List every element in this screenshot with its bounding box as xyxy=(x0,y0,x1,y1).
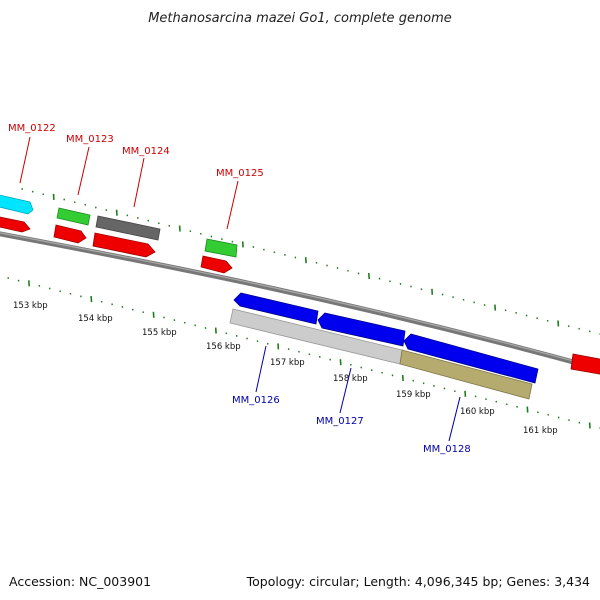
feature-olive[interactable] xyxy=(399,349,533,400)
tick-label: 158 kbp xyxy=(333,374,368,384)
genome-backbone xyxy=(0,231,600,372)
feature-red-cds[interactable] xyxy=(570,353,600,375)
gene-label-mm-0123[interactable]: MM_0123 xyxy=(66,134,114,145)
map-title: Methanosarcina mazei Go1, complete genom… xyxy=(148,11,452,26)
gene-label-mm-0122[interactable]: MM_0122 xyxy=(8,123,56,134)
gene-label-mm-0127[interactable]: MM_0127 xyxy=(316,416,364,427)
feature-blue-cds[interactable] xyxy=(317,312,406,347)
tick-label: 159 kbp xyxy=(396,390,431,400)
feature-red-cds[interactable] xyxy=(200,255,233,274)
gene-label-mm-0124[interactable]: MM_0124 xyxy=(122,146,170,157)
gene-label-mm-0126[interactable]: MM_0126 xyxy=(232,395,280,406)
feature-red-cds[interactable] xyxy=(92,232,156,258)
label-leader-line xyxy=(133,157,145,208)
inner-tick-ring xyxy=(7,277,600,429)
label-leader-line xyxy=(19,136,31,184)
tick-label: 160 kbp xyxy=(460,407,495,417)
tick-labels: 153 kbp 154 kbp 155 kbp 156 kbp 157 kbp … xyxy=(13,301,558,436)
feature-red-cds[interactable] xyxy=(0,216,31,233)
label-leader-line xyxy=(77,146,90,196)
feature-red-cds[interactable] xyxy=(53,224,87,244)
label-leader-line xyxy=(255,345,267,393)
forward-gene-labels: MM_0122 MM_0123 MM_0124 MM_0125 xyxy=(8,123,264,230)
tick-label: 156 kbp xyxy=(206,342,241,352)
label-leader-line xyxy=(226,180,239,230)
tick-label: 161 kbp xyxy=(523,426,558,436)
feature-dark-gray[interactable] xyxy=(95,215,161,241)
feature-green-cds[interactable] xyxy=(56,207,91,226)
reverse-gene-labels: MM_0126 MM_0127 MM_0128 xyxy=(232,345,471,455)
genome-summary: Topology: circular; Length: 4,096,345 bp… xyxy=(246,574,590,589)
reverse-features xyxy=(229,292,539,400)
feature-green-cds[interactable] xyxy=(204,238,238,258)
label-leader-line xyxy=(448,396,461,442)
tick-label: 154 kbp xyxy=(78,314,113,324)
outer-tick-ring xyxy=(21,188,600,335)
feature-blue-cds[interactable] xyxy=(233,292,319,325)
gene-label-mm-0128[interactable]: MM_0128 xyxy=(423,444,471,455)
forward-features xyxy=(0,194,600,375)
feature-cyan-cds[interactable] xyxy=(0,194,34,215)
tick-label: 155 kbp xyxy=(142,328,177,338)
tick-label: 157 kbp xyxy=(270,358,305,368)
label-leader-line xyxy=(339,367,352,414)
gene-label-mm-0125[interactable]: MM_0125 xyxy=(216,168,264,179)
feature-blue-cds[interactable] xyxy=(403,333,539,384)
tick-label: 153 kbp xyxy=(13,301,48,311)
accession-text: Accession: NC_003901 xyxy=(9,574,151,589)
